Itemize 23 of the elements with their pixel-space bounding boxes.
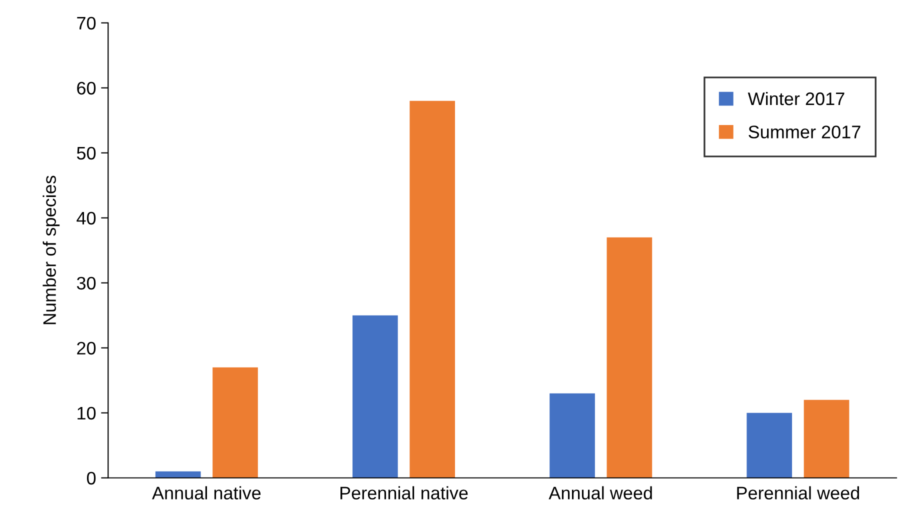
bar [746,412,792,478]
y-tick-label: 70 [77,16,96,30]
bar [550,393,595,478]
y-tick-label: 60 [77,82,96,95]
y-tick-label: 30 [76,276,96,290]
bar [155,471,201,478]
y-axis-title: Number of species [42,176,60,324]
y-tick-label: 40 [76,212,96,225]
y-tick-label: 20 [77,342,96,355]
bar [410,100,456,478]
bar [352,315,398,478]
y-tick-label: 0 [86,472,96,485]
x-tick-label: Annual weed [548,486,652,500]
bar [804,400,850,478]
bar [212,367,258,478]
legend-label: Summer 2017 [748,126,860,138]
x-tick-label: Annual native [152,486,261,500]
y-tick-label: 10 [78,406,96,420]
legend-label: Winter 2017 [748,92,844,106]
x-tick-label: Perennial native [340,486,468,500]
bar [606,237,652,478]
y-tick-label: 50 [76,146,96,160]
x-tick-label: Perennial weed [737,486,860,500]
